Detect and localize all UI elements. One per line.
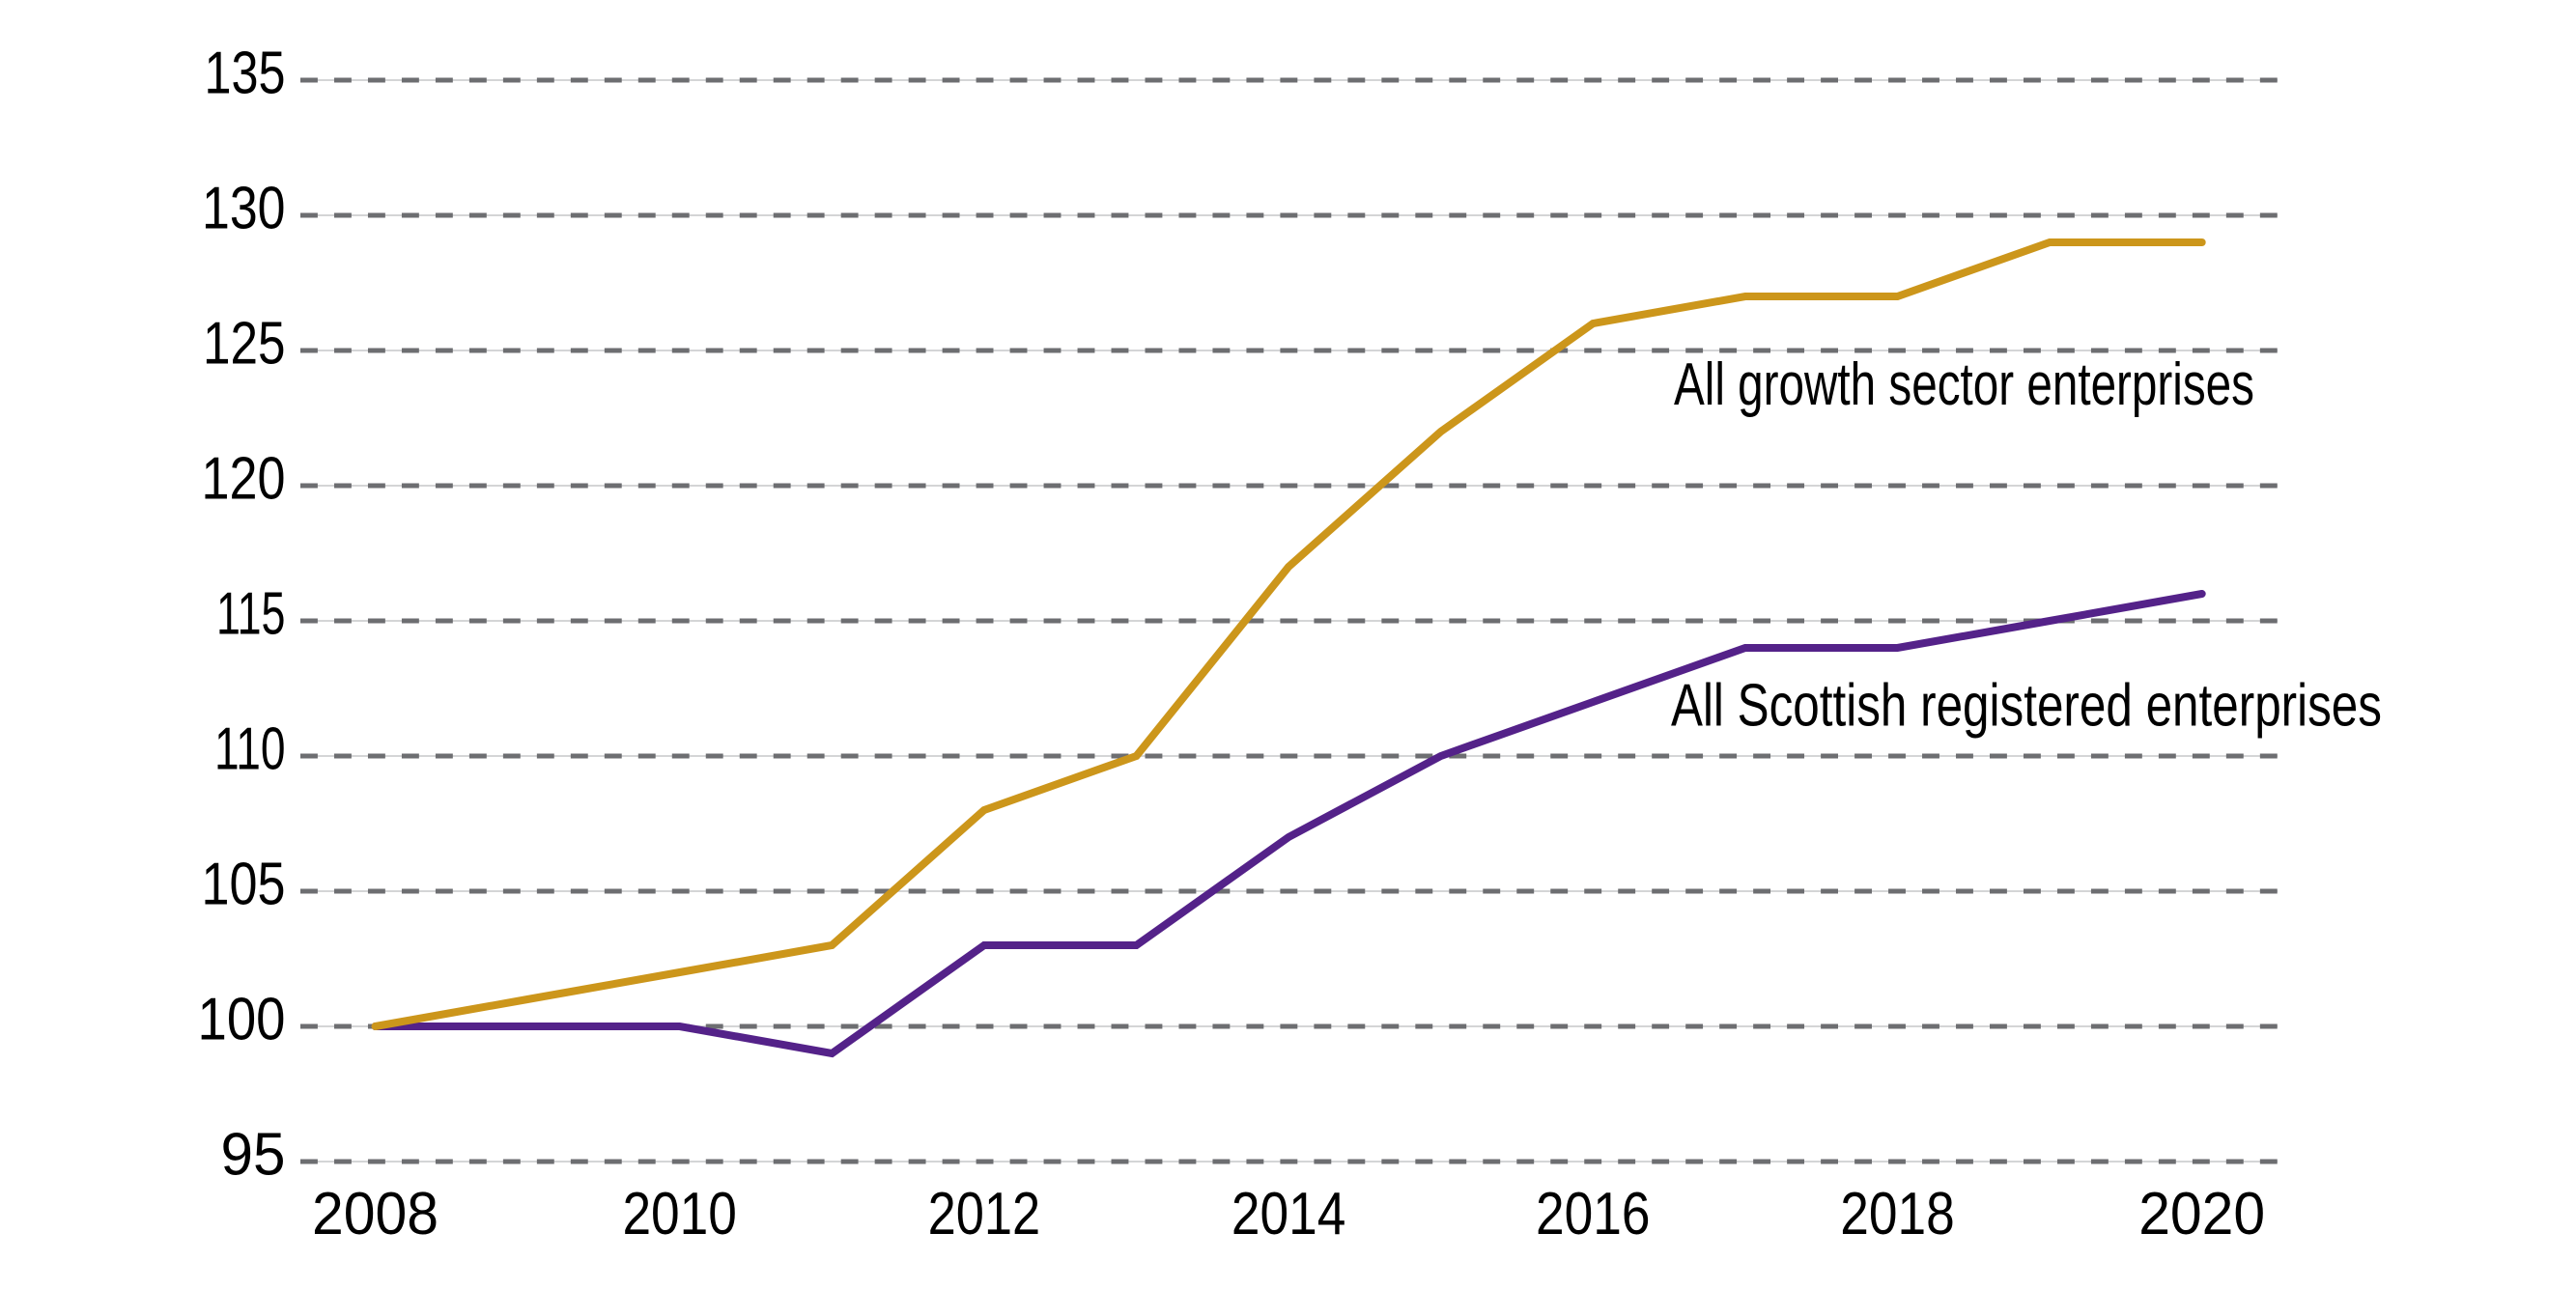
svg-text:95: 95 — [221, 1122, 286, 1189]
svg-text:2008: 2008 — [312, 1181, 439, 1247]
svg-text:2020: 2020 — [2138, 1181, 2265, 1247]
svg-text:2014: 2014 — [1231, 1181, 1346, 1247]
svg-text:110: 110 — [214, 716, 286, 783]
svg-text:All growth sector enterprises: All growth sector enterprises — [1674, 351, 2254, 418]
svg-text:2010: 2010 — [622, 1181, 737, 1247]
svg-text:130: 130 — [202, 176, 286, 242]
svg-text:All Scottish registered enterp: All Scottish registered enterprises — [1671, 672, 2382, 739]
svg-text:120: 120 — [202, 446, 286, 513]
svg-text:2012: 2012 — [928, 1181, 1041, 1247]
svg-text:115: 115 — [216, 581, 286, 648]
svg-text:2018: 2018 — [1840, 1181, 1955, 1247]
svg-text:135: 135 — [205, 41, 286, 107]
svg-text:125: 125 — [203, 311, 286, 378]
svg-text:2016: 2016 — [1536, 1181, 1651, 1247]
svg-text:105: 105 — [202, 852, 286, 918]
svg-text:100: 100 — [198, 987, 286, 1053]
